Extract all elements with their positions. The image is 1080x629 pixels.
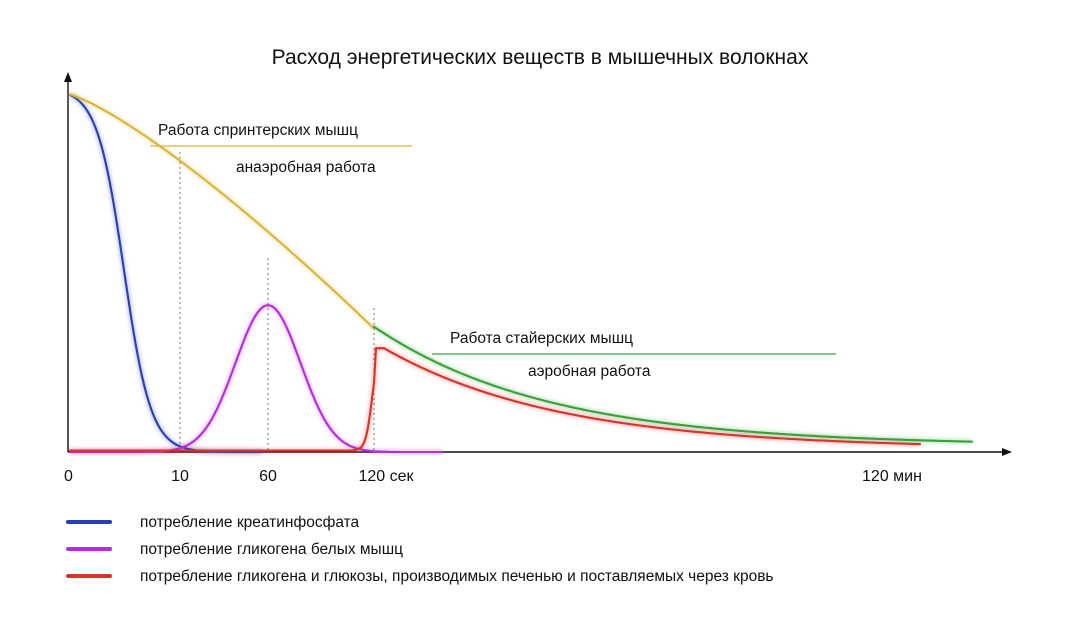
white-glycogen-line-glow: [70, 302, 442, 455]
x-axis-arrow-icon: [1002, 448, 1012, 456]
series-layer: [68, 92, 974, 455]
x-tick-label: 120 сек: [358, 468, 414, 485]
legend-label: потребление гликогена и глюкозы, произво…: [140, 568, 774, 585]
legend-label: потребление креатинфосфата: [140, 514, 360, 531]
x-tick-label: 10: [171, 468, 189, 485]
x-tick-labels: 0 10 60 120 сек 120 мин: [64, 468, 922, 485]
x-tick-label: 60: [259, 468, 277, 485]
x-tick-label: 0: [64, 468, 73, 485]
legend-label: потребление гликогена белых мышц: [140, 541, 403, 558]
x-tick-label: 120 мин: [862, 468, 922, 485]
annotation-sprinter: Работа спринтерских мышц: [158, 122, 358, 139]
annotation-anaerobic: анаэробная работа: [236, 159, 376, 176]
stayer-line: [372, 325, 974, 443]
sprinter-envelope-line: [68, 93, 376, 330]
white-glycogen-line: [68, 304, 444, 454]
chart-title: Расход энергетических веществ в мышечных…: [272, 46, 809, 69]
liver-glucose-line: [68, 347, 922, 452]
annotation-aerobic: аэробная работа: [528, 363, 651, 380]
annotation-stayer: Работа стайерских мышц: [450, 330, 633, 347]
legend: потребление креатинфосфата потребление гл…: [66, 514, 774, 585]
y-axis-arrow-icon: [64, 72, 72, 82]
